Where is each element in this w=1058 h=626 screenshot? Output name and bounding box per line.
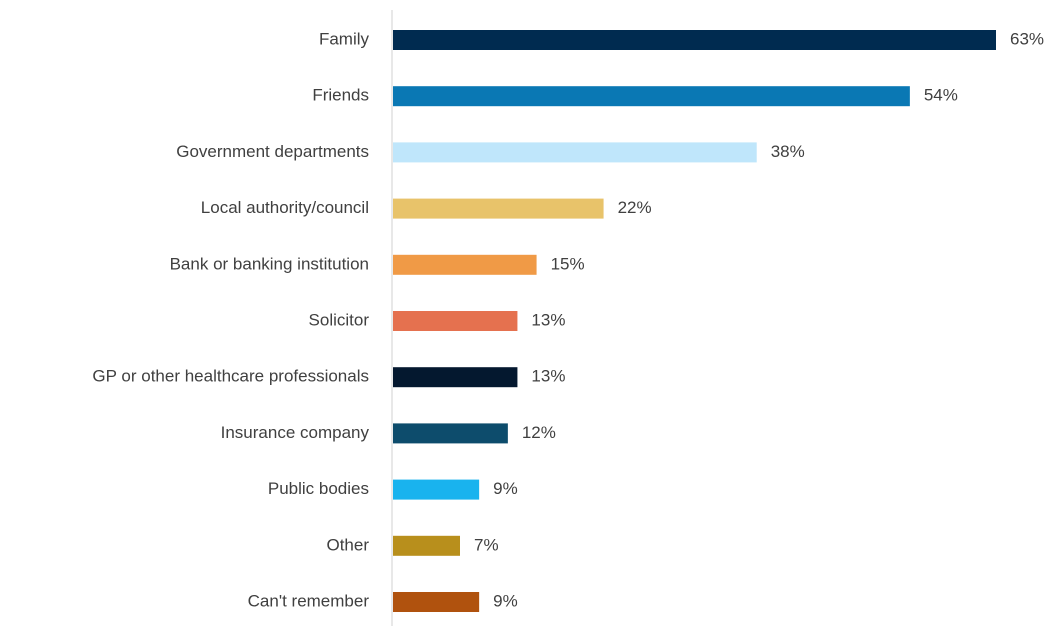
bar [393, 86, 910, 107]
value-label: 9% [493, 479, 518, 498]
category-label: Local authority/council [201, 198, 369, 217]
category-label: Family [319, 29, 370, 48]
value-label: 9% [493, 591, 518, 610]
value-label: 15% [551, 254, 585, 273]
value-label: 7% [474, 535, 499, 554]
category-label: Solicitor [309, 310, 370, 329]
category-label: Friends [312, 86, 369, 105]
bar [393, 198, 604, 219]
value-label: 63% [1010, 29, 1044, 48]
category-label: Public bodies [268, 479, 369, 498]
category-label: Can't remember [248, 591, 370, 610]
bar [393, 367, 518, 388]
bar [393, 311, 518, 331]
category-label: Bank or banking institution [170, 254, 369, 273]
value-label: 13% [531, 310, 565, 329]
category-label: Other [326, 535, 369, 554]
category-label: GP or other healthcare professionals [92, 367, 369, 386]
value-label: 22% [618, 198, 652, 217]
value-label: 12% [522, 423, 556, 442]
category-label: Government departments [176, 142, 369, 161]
bar [393, 592, 480, 612]
bar [393, 423, 508, 444]
category-label: Insurance company [221, 423, 370, 442]
bar [393, 30, 996, 50]
bar [393, 535, 460, 556]
value-label: 38% [771, 142, 805, 161]
value-label: 13% [531, 367, 565, 386]
bar [393, 254, 537, 275]
bar [393, 479, 480, 500]
bar [393, 142, 757, 163]
value-label: 54% [924, 86, 958, 105]
